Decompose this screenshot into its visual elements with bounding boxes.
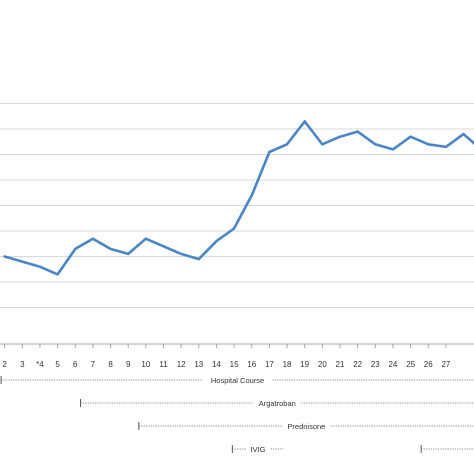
x-tick-label: 24 bbox=[388, 360, 397, 369]
x-tick-label: *4 bbox=[36, 360, 44, 369]
series bbox=[3, 120, 474, 276]
x-tick-label: 6 bbox=[73, 360, 78, 369]
annotation-label: Argatroban bbox=[259, 399, 296, 408]
annotation-label: IVIG bbox=[250, 445, 265, 454]
annotation-label-bg bbox=[282, 421, 331, 431]
x-tick-label: 21 bbox=[336, 360, 345, 369]
x-tick-label: 12 bbox=[177, 360, 186, 369]
annotations: Hospital Course Argatroban Prednisone IVIG bbox=[0, 375, 474, 454]
x-tick-label: 16 bbox=[247, 360, 256, 369]
x-tick-label: 17 bbox=[265, 360, 274, 369]
x-tick-label: 7 bbox=[91, 360, 96, 369]
x-tick-label: 5 bbox=[55, 360, 60, 369]
annotation-label-bg bbox=[246, 444, 270, 454]
x-tick-label: 22 bbox=[353, 360, 362, 369]
x-tick-label: 27 bbox=[441, 360, 450, 369]
x-tick-label: 15 bbox=[230, 360, 239, 369]
annotation-label: Prednisone bbox=[287, 422, 325, 431]
x-tick-label: 13 bbox=[194, 360, 203, 369]
x-tick-label: 2 bbox=[2, 360, 7, 369]
x-tick-label: 25 bbox=[406, 360, 415, 369]
x-tick-label: 8 bbox=[108, 360, 113, 369]
x-tick-label: 3 bbox=[20, 360, 25, 369]
series-line bbox=[3, 120, 474, 276]
annotation-label: Hospital Course bbox=[211, 376, 264, 385]
x-tick-label: 11 bbox=[159, 360, 168, 369]
x-tick-label: 9 bbox=[126, 360, 131, 369]
x-tick-label: 14 bbox=[212, 360, 221, 369]
x-tick-label: 19 bbox=[300, 360, 309, 369]
gridlines bbox=[0, 103, 474, 308]
annotation-label-bg bbox=[203, 375, 273, 385]
x-axis: 2 3 *4 5 6 7 8 9 10 11 12 13 14 15 16 17 18 19 20 21 22 23 24 2… bbox=[0, 343, 474, 369]
x-tick-label: 26 bbox=[424, 360, 433, 369]
annotation-label-bg bbox=[253, 398, 302, 408]
x-tick-label: 10 bbox=[141, 360, 150, 369]
x-tick-label: 18 bbox=[283, 360, 292, 369]
x-tick-label: 20 bbox=[318, 360, 327, 369]
x-tick-label: 23 bbox=[371, 360, 380, 369]
